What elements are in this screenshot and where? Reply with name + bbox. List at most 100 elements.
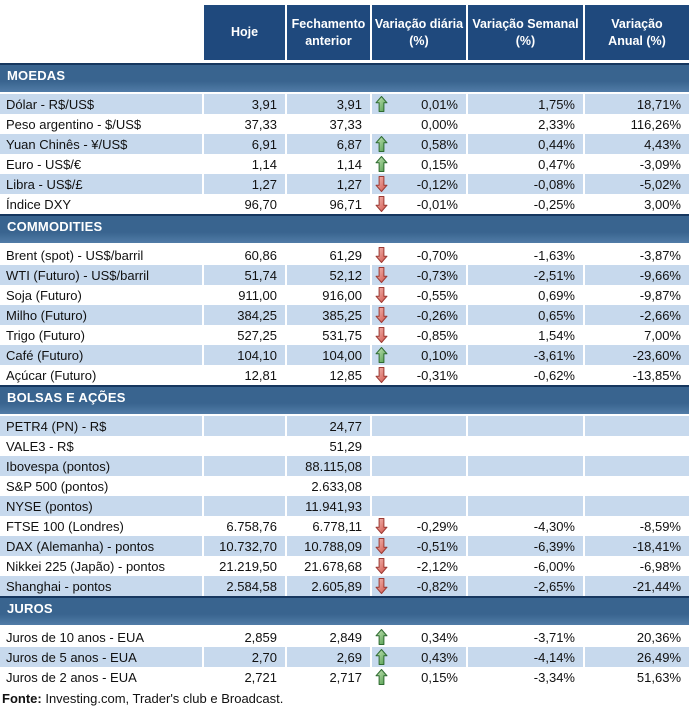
table-body: MOEDAS Dólar - R$/US$ 3,91 3,91 0,01% 1,75% 18… bbox=[0, 63, 689, 687]
cell-variacao-semanal bbox=[468, 476, 583, 496]
cell-variacao-anual: -23,60% bbox=[585, 345, 689, 365]
table-row: Peso argentino - $/US$ 37,33 37,33 0,00% 2,3… bbox=[0, 114, 689, 134]
cell-variacao-diaria: 0,34% bbox=[372, 627, 466, 647]
asset-label: VALE3 - R$ bbox=[6, 438, 74, 454]
table-row: Yuan Chinês - ¥/US$ 6,91 6,87 0,58% 0,44% 4,4… bbox=[0, 134, 689, 154]
down-arrow-icon bbox=[375, 176, 388, 192]
cell-hoje: 51,74 bbox=[204, 265, 285, 285]
cell-variacao-diaria: -0,29% bbox=[372, 516, 466, 536]
cell-fechamento-anterior: 104,00 bbox=[287, 345, 370, 365]
up-arrow-icon bbox=[375, 347, 388, 363]
cell-variacao-semanal: -2,51% bbox=[468, 265, 583, 285]
cell-variacao-diaria: -0,31% bbox=[372, 365, 466, 385]
variacao-diaria-value: -0,73% bbox=[416, 267, 458, 283]
table-row: Libra - US$/£ 1,27 1,27 -0,12% -0,08% -5,02% bbox=[0, 174, 689, 194]
table-row: Soja (Futuro) 911,00 916,00 -0,55% 0,69% -9,8… bbox=[0, 285, 689, 305]
corner-blank-cell bbox=[0, 5, 202, 60]
variacao-diaria-value: -0,55% bbox=[416, 287, 458, 303]
asset-label: Juros de 10 anos - EUA bbox=[6, 629, 145, 645]
cell-hoje: 104,10 bbox=[204, 345, 285, 365]
table-row: Açúcar (Futuro) 12,81 12,85 -0,31% -0,62% -13… bbox=[0, 365, 689, 385]
cell-variacao-anual: -13,85% bbox=[632, 367, 681, 383]
cell-variacao-diaria: 0,43% bbox=[372, 647, 466, 667]
cell-variacao-diaria bbox=[372, 456, 466, 476]
cell-fechamento-anterior: 21.678,68 bbox=[304, 558, 362, 574]
cell-variacao-semanal: -0,08% bbox=[468, 174, 583, 194]
cell-variacao-diaria: -2,12% bbox=[372, 556, 466, 576]
asset-label: Juros de 5 anos - EUA bbox=[0, 647, 202, 667]
table-row: Trigo (Futuro) 527,25 531,75 -0,85% 1,54% 7,0… bbox=[0, 325, 689, 345]
cell-variacao-anual: -3,87% bbox=[639, 247, 681, 263]
cell-hoje: 12,81 bbox=[244, 367, 277, 383]
cell-hoje: 21.219,50 bbox=[219, 558, 277, 574]
asset-label: Juros de 2 anos - EUA bbox=[6, 669, 137, 685]
cell-variacao-semanal: -6,39% bbox=[468, 536, 583, 556]
section-header: COMMODITIES bbox=[0, 214, 689, 243]
up-arrow-icon bbox=[375, 156, 388, 172]
section-header: MOEDAS bbox=[0, 63, 689, 92]
cell-variacao-anual: 7,00% bbox=[644, 327, 681, 343]
cell-fechamento-anterior: 52,12 bbox=[287, 265, 370, 285]
cell-variacao-semanal bbox=[468, 496, 583, 516]
cell-variacao-anual: -21,44% bbox=[585, 576, 689, 596]
cell-variacao-diaria: -0,82% bbox=[372, 576, 466, 596]
cell-variacao-anual bbox=[585, 416, 689, 436]
table-row: Índice DXY 96,70 96,71 -0,01% -0,25% 3,00% bbox=[0, 194, 689, 214]
cell-fechamento-anterior: 2.605,89 bbox=[287, 576, 370, 596]
asset-label: Euro - US$/€ bbox=[6, 156, 82, 172]
down-arrow-icon bbox=[375, 247, 388, 263]
asset-label: Açúcar (Futuro) bbox=[6, 367, 97, 383]
cell-variacao-diaria: 0,01% bbox=[372, 94, 466, 114]
cell-hoje bbox=[204, 456, 285, 476]
up-arrow-icon bbox=[375, 669, 388, 685]
cell-variacao-diaria: -0,12% bbox=[372, 174, 466, 194]
table-row: Ibovespa (pontos) 88.115,08 bbox=[0, 456, 689, 476]
column-header: Fechamento anterior bbox=[287, 5, 370, 60]
cell-variacao-semanal: 0,44% bbox=[468, 134, 583, 154]
cell-variacao-anual: 3,00% bbox=[644, 196, 681, 212]
cell-fechamento-anterior: 1,14 bbox=[336, 156, 362, 172]
cell-variacao-anual: -9,87% bbox=[639, 287, 681, 303]
cell-hoje bbox=[204, 496, 285, 516]
table-row: Euro - US$/€ 1,14 1,14 0,15% 0,47% -3,09% bbox=[0, 154, 689, 174]
source-text: Investing.com, Trader's club e Broadcast… bbox=[41, 691, 284, 706]
cell-hoje: 37,33 bbox=[244, 116, 277, 132]
table-row: FTSE 100 (Londres) 6.758,76 6.778,11 -0,29%… bbox=[0, 516, 689, 536]
cell-fechamento-anterior: 88.115,08 bbox=[287, 456, 370, 476]
cell-fechamento-anterior: 385,25 bbox=[287, 305, 370, 325]
cell-hoje: 10.732,70 bbox=[204, 536, 285, 556]
table-row: Brent (spot) - US$/barril 60,86 61,29 -0,70… bbox=[0, 245, 689, 265]
variacao-diaria-value: 0,43% bbox=[421, 649, 458, 665]
cell-variacao-anual bbox=[585, 496, 689, 516]
cell-variacao-semanal bbox=[468, 436, 583, 456]
down-arrow-icon bbox=[375, 578, 388, 594]
table-row: Juros de 10 anos - EUA 2,859 2,849 0,34% -3,… bbox=[0, 627, 689, 647]
up-arrow-icon bbox=[375, 629, 388, 645]
cell-variacao-anual bbox=[585, 436, 689, 456]
asset-label: DAX (Alemanha) - pontos bbox=[0, 536, 202, 556]
cell-hoje: 2.584,58 bbox=[204, 576, 285, 596]
table-row: Dólar - R$/US$ 3,91 3,91 0,01% 1,75% 18,71% bbox=[0, 94, 689, 114]
table-row: VALE3 - R$ 51,29 bbox=[0, 436, 689, 456]
section-title: JUROS bbox=[7, 601, 53, 616]
cell-hoje bbox=[204, 476, 285, 496]
cell-variacao-semanal: -4,30% bbox=[533, 518, 575, 534]
cell-variacao-semanal: -3,34% bbox=[533, 669, 575, 685]
asset-label: Peso argentino - $/US$ bbox=[6, 116, 142, 132]
cell-hoje: 6.758,76 bbox=[226, 518, 277, 534]
variacao-diaria-value: 0,58% bbox=[421, 136, 458, 152]
table-row: PETR4 (PN) - R$ 24,77 bbox=[0, 416, 689, 436]
asset-label: Índice DXY bbox=[6, 196, 72, 212]
asset-label: S&P 500 (pontos) bbox=[6, 478, 109, 494]
table-row: Nikkei 225 (Japão) - pontos 21.219,50 21.6… bbox=[0, 556, 689, 576]
cell-variacao-semanal: -1,63% bbox=[533, 247, 575, 263]
cell-hoje: 911,00 bbox=[238, 287, 277, 303]
down-arrow-icon bbox=[375, 196, 388, 212]
asset-label: Milho (Futuro) bbox=[0, 305, 202, 325]
table-header-row: Hoje Fechamento anterior Variação diária (… bbox=[0, 5, 689, 60]
cell-fechamento-anterior: 12,85 bbox=[329, 367, 362, 383]
up-arrow-icon bbox=[375, 136, 388, 152]
cell-hoje: 60,86 bbox=[244, 247, 277, 263]
cell-fechamento-anterior: 37,33 bbox=[329, 116, 362, 132]
cell-variacao-diaria: -0,51% bbox=[372, 536, 466, 556]
